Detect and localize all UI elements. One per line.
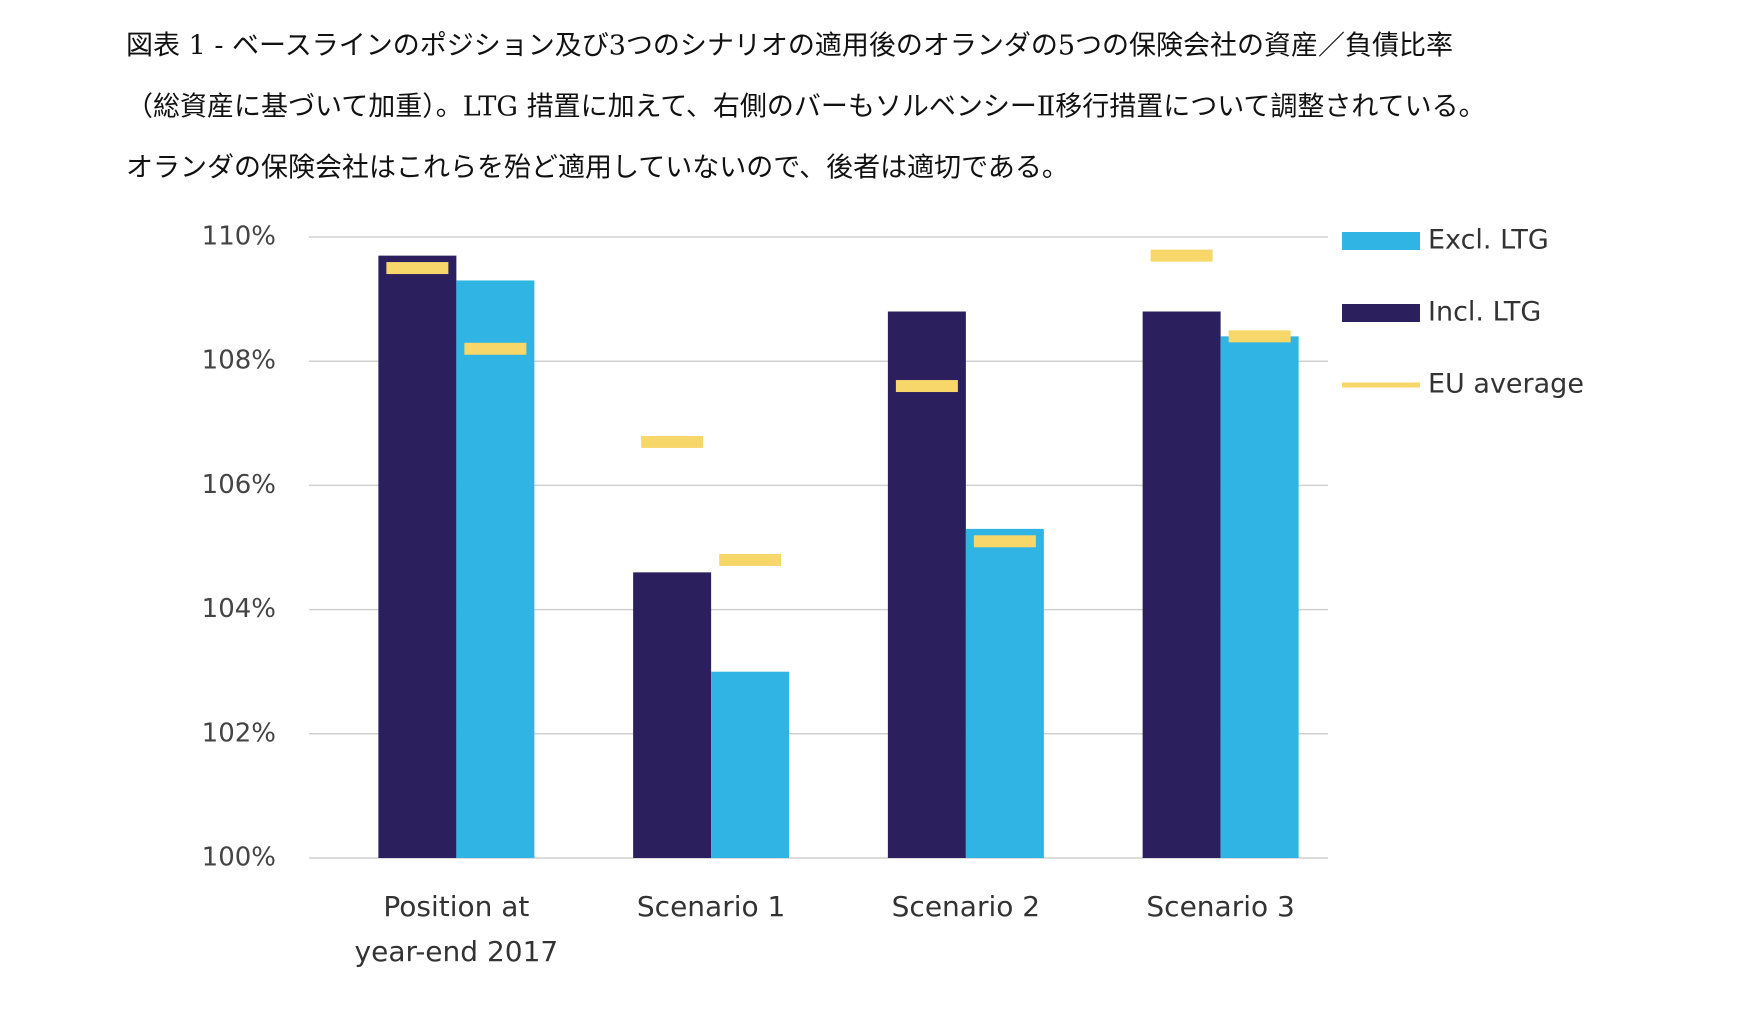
eu-average-marker [973, 535, 1036, 548]
bar [965, 528, 1044, 858]
eu-average-marker [1228, 330, 1291, 343]
x-tick-label: Scenario 3 [1146, 890, 1294, 923]
legend-label: Incl. LTG [1428, 297, 1541, 328]
x-tick-label: year-end 2017 [355, 935, 559, 968]
eu-average-marker [1150, 249, 1213, 262]
bar [1142, 311, 1221, 858]
chart-title: オランダの保険会社はこれらを殆ど適用していないので、後者は適切である。 [126, 153, 1069, 184]
y-tick-label: 108% [202, 346, 276, 376]
x-tick-label: Position at [383, 890, 529, 923]
bar [711, 671, 790, 858]
chart-title: 図表 1 - ベースラインのポジション及び3つのシナリオの適用後のオランダの5つ… [126, 31, 1453, 62]
bar [887, 311, 966, 858]
eu-average-marker [464, 342, 527, 355]
legend-swatch [1342, 304, 1420, 322]
y-tick-label: 104% [202, 594, 276, 624]
bar [1220, 336, 1299, 858]
eu-average-marker [386, 262, 449, 275]
legend-swatch [1342, 232, 1420, 250]
x-tick-label: Scenario 2 [892, 890, 1040, 923]
y-tick-label: 100% [202, 843, 276, 873]
x-tick-label: Scenario 1 [637, 890, 785, 923]
legend-label: Excl. LTG [1428, 225, 1549, 256]
bar [456, 280, 535, 859]
eu-average-marker [719, 553, 782, 566]
eu-average-marker [641, 435, 704, 448]
bar [633, 572, 712, 858]
eu-average-marker [895, 380, 958, 393]
y-tick-label: 102% [202, 718, 276, 748]
y-tick-label: 110% [202, 222, 276, 252]
bar [378, 255, 457, 858]
chart-title: （総資産に基づいて加重）。LTG 措置に加えて、右側のバーもソルベンシーⅡ移行措… [126, 92, 1486, 123]
y-tick-label: 106% [202, 470, 276, 500]
legend-label: EU average [1428, 369, 1584, 400]
